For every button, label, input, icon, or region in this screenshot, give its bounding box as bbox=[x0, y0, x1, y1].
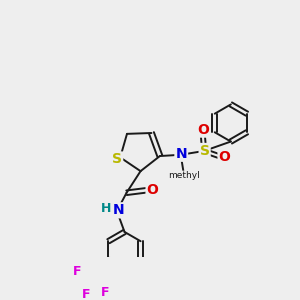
Text: F: F bbox=[72, 265, 81, 278]
Text: F: F bbox=[100, 286, 109, 299]
Text: H: H bbox=[101, 202, 111, 215]
Text: S: S bbox=[112, 152, 122, 167]
Text: S: S bbox=[200, 144, 210, 158]
Text: O: O bbox=[218, 150, 230, 164]
Text: N: N bbox=[112, 203, 124, 217]
Text: O: O bbox=[197, 123, 209, 136]
Text: O: O bbox=[147, 183, 158, 197]
Text: F: F bbox=[82, 288, 91, 300]
Text: methyl: methyl bbox=[168, 171, 200, 180]
Text: N: N bbox=[176, 147, 187, 161]
